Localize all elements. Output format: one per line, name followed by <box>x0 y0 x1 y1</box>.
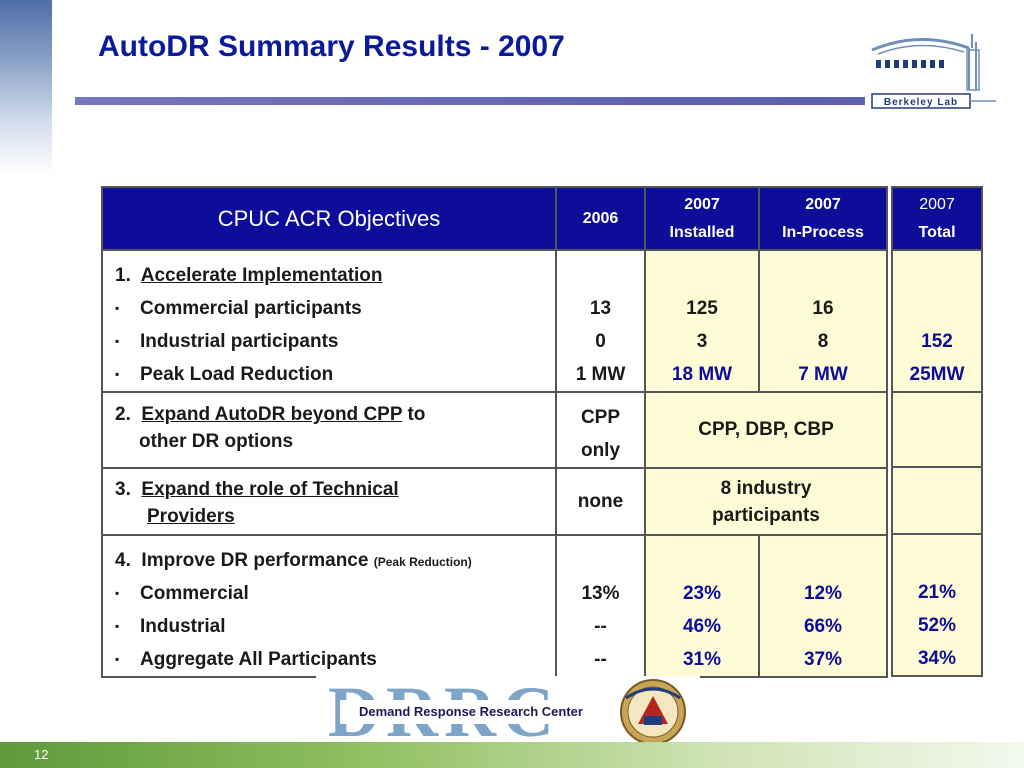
section-4-row-label: Aggregate All Participants <box>140 649 377 670</box>
section-1-inprocess: 16 8 7 MW <box>758 249 888 393</box>
table-cell: 125 <box>686 298 718 319</box>
table-cell: 52% <box>917 615 957 636</box>
table-cell: 23% <box>682 583 722 604</box>
berkeley-lab-logo: Berkeley Lab <box>871 34 996 109</box>
bullet-icon: ▪ <box>115 301 120 315</box>
energy-commission-seal-icon <box>620 679 686 745</box>
header-installed-label: Installed <box>669 223 735 241</box>
bullet-icon: ▪ <box>115 619 120 633</box>
total-section-1: 152 25MW <box>891 249 983 393</box>
bullet-icon: ▪ <box>115 367 120 381</box>
section-4-2006: 13% -- -- <box>555 534 646 678</box>
corner-gradient-decoration <box>0 0 52 175</box>
section-4-row: 4. Improve DR performance (Peak Reductio… <box>101 534 888 678</box>
header-total-year: 2007 <box>919 195 955 213</box>
section-1-heading: Accelerate Implementation <box>140 265 383 286</box>
section-2-heading: Expand AutoDR beyond CPP <box>141 404 403 425</box>
table-cell: 8 <box>817 331 829 352</box>
table-cell: 13% <box>581 583 620 604</box>
section-4-inprocess: 12% 66% 37% <box>758 534 888 678</box>
header-inprocess-year: 2007 <box>805 195 841 213</box>
table-cell: participants <box>712 504 820 526</box>
table-cell: -- <box>594 649 607 670</box>
drrc-logo: DRRC Demand Response Research Center <box>316 676 700 748</box>
section-1-number: 1. <box>115 265 131 286</box>
header-total: 2007 Total <box>891 186 983 251</box>
header-objectives: CPUC ACR Objectives <box>101 186 557 251</box>
footer-bar <box>0 742 1024 768</box>
bullet-icon: ▪ <box>115 586 120 600</box>
table-cell: 31% <box>682 649 722 670</box>
table-cell: 152 <box>921 331 953 352</box>
total-section-2 <box>891 391 983 468</box>
total-section-4: 21% 52% 34% <box>891 533 983 677</box>
section-4-heading: Improve DR performance <box>141 550 369 571</box>
section-2-line2: other DR options <box>139 431 294 452</box>
header-inprocess-label: In-Process <box>782 223 864 241</box>
section-1-installed: 125 3 18 MW <box>644 249 760 393</box>
section-4-number: 4. <box>115 550 131 571</box>
section-2-row: 2. Expand AutoDR beyond CPP to other DR … <box>101 391 888 469</box>
table-cell: 46% <box>682 616 722 637</box>
section-1-objective: 1. Accelerate Implementation ▪ Commercial… <box>101 249 557 393</box>
table-cell: 18 MW <box>671 364 733 385</box>
table-cell: 12% <box>803 583 843 604</box>
table-cell: 34% <box>917 648 957 669</box>
section-3-heading-line2: Providers <box>147 506 235 527</box>
total-section-3 <box>891 466 983 535</box>
section-2-objective: 2. Expand AutoDR beyond CPP to other DR … <box>101 391 557 469</box>
section-2-heading-suffix: to <box>407 404 426 425</box>
table-cell: 3 <box>696 331 708 352</box>
section-3-2007-value: 8 industry participants <box>644 467 888 536</box>
section-2-2007-value: CPP, DBP, CBP <box>644 391 888 469</box>
section-1-row-label: Commercial participants <box>140 298 362 319</box>
total-table: 2007 Total 152 25MW 21% 52% 34% <box>891 186 983 677</box>
table-cell: 16 <box>812 298 834 319</box>
section-1-row-label: Industrial participants <box>140 331 339 352</box>
section-3-objective: 3. Expand the role of Technical Provider… <box>101 467 557 536</box>
section-1-2006: 13 0 1 MW <box>555 249 646 393</box>
table-cell: CPP <box>580 407 621 428</box>
table-cell: 13 <box>589 298 612 319</box>
section-4-row-label: Industrial <box>140 616 226 637</box>
section-1-row: 1. Accelerate Implementation ▪ Commercial… <box>101 249 888 393</box>
section-4-objective: 4. Improve DR performance (Peak Reductio… <box>101 534 557 678</box>
header-installed-year: 2007 <box>684 195 720 213</box>
total-header-row: 2007 Total <box>891 186 983 251</box>
header-2007-installed: 2007 Installed <box>644 186 760 251</box>
berkeley-lab-label: Berkeley Lab <box>884 97 958 108</box>
section-1-row-label: Peak Load Reduction <box>140 364 334 385</box>
page-number: 12 <box>34 747 49 762</box>
section-3-row: 3. Expand the role of Technical Provider… <box>101 467 888 536</box>
table-cell: 1 MW <box>575 364 626 385</box>
section-2-2006: CPP only <box>555 391 646 469</box>
section-3-2006: none <box>555 467 646 536</box>
section-2-number: 2. <box>115 404 131 425</box>
bullet-icon: ▪ <box>115 652 120 666</box>
table-cell: 21% <box>917 582 957 603</box>
header-2006: 2006 <box>555 186 646 251</box>
slide-title: AutoDR Summary Results - 2007 <box>98 30 565 63</box>
table-cell: -- <box>594 616 607 637</box>
bullet-icon: ▪ <box>115 334 120 348</box>
table-header-row: CPUC ACR Objectives 2006 2007 Installed … <box>101 186 888 251</box>
table-cell: 66% <box>803 616 843 637</box>
header-2007-inprocess: 2007 In-Process <box>758 186 888 251</box>
section-3-heading-line1: Expand the role of Technical <box>141 479 399 500</box>
table-cell: 8 industry <box>720 477 812 499</box>
drrc-subtitle: Demand Response Research Center <box>340 700 602 724</box>
table-cell: only <box>580 440 621 461</box>
table-cell: 0 <box>595 331 606 352</box>
section-4-installed: 23% 46% 31% <box>644 534 760 678</box>
section-4-note: (Peak Reduction) <box>373 555 472 569</box>
table-cell: 25MW <box>909 364 965 385</box>
table-cell: 37% <box>803 649 843 670</box>
objectives-table: CPUC ACR Objectives 2006 2007 Installed … <box>101 186 888 678</box>
title-underline-bar <box>75 97 865 105</box>
table-cell: 7 MW <box>798 364 848 385</box>
header-total-label: Total <box>918 223 956 241</box>
section-4-row-label: Commercial <box>140 583 249 604</box>
section-3-number: 3. <box>115 479 131 500</box>
